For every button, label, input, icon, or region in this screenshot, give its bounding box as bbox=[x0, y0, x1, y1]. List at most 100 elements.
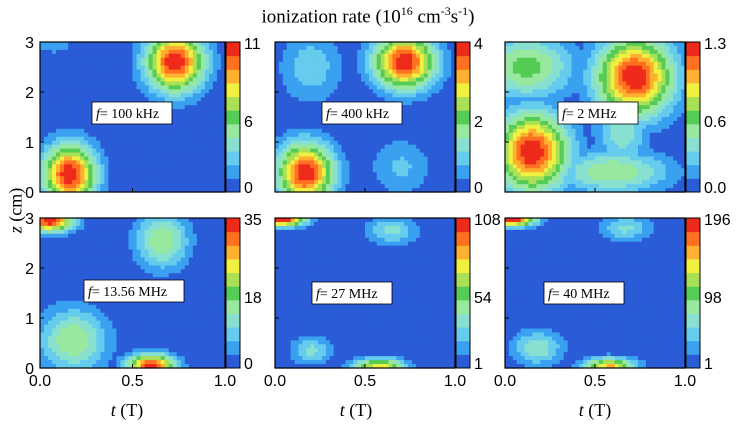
contour-cell bbox=[423, 152, 429, 158]
contour-cell bbox=[140, 53, 146, 59]
contour-cell bbox=[204, 81, 210, 87]
contour-cell bbox=[657, 89, 663, 94]
contour-cell bbox=[598, 156, 604, 162]
contour-cell bbox=[128, 89, 134, 94]
contour-cell bbox=[388, 85, 393, 90]
contour-cell bbox=[310, 93, 315, 98]
contour-cell bbox=[314, 160, 319, 165]
contour-cell bbox=[524, 101, 530, 106]
contour-cell bbox=[333, 45, 339, 51]
contour-cell bbox=[528, 69, 533, 75]
contour-cell bbox=[591, 73, 596, 79]
contour-cell bbox=[306, 77, 311, 83]
contour-cell bbox=[112, 156, 118, 162]
contour-cell bbox=[345, 61, 350, 67]
contour-cell bbox=[124, 148, 130, 154]
contour-cell bbox=[96, 77, 101, 83]
contour-cell bbox=[298, 160, 303, 165]
contour-cell bbox=[427, 89, 433, 94]
contour-cell bbox=[372, 128, 378, 134]
contour-cell bbox=[329, 69, 335, 75]
contour-cell bbox=[439, 117, 444, 122]
contour-cell bbox=[96, 45, 101, 51]
contour-cell bbox=[357, 172, 362, 177]
contour-cell bbox=[40, 124, 45, 130]
contour-cell bbox=[156, 164, 162, 169]
contour-cell bbox=[208, 117, 214, 122]
contour-cell bbox=[595, 124, 600, 130]
contour-cell bbox=[649, 105, 655, 110]
contour-cell bbox=[68, 172, 73, 177]
contour-cell bbox=[188, 65, 194, 71]
contour-cell bbox=[555, 128, 561, 134]
contour-cell bbox=[52, 101, 57, 106]
contour-cell bbox=[333, 81, 339, 87]
contour-cell bbox=[196, 85, 202, 90]
contour-cell bbox=[634, 128, 639, 134]
contour-cell bbox=[168, 49, 174, 55]
contour-cell bbox=[112, 132, 118, 138]
contour-cell bbox=[310, 45, 315, 51]
contour-cell bbox=[540, 57, 545, 63]
contour-cell bbox=[443, 128, 448, 134]
contour-cell bbox=[645, 156, 651, 162]
contour-cell bbox=[152, 53, 158, 59]
contour-cell bbox=[192, 57, 198, 63]
contour-cell bbox=[638, 61, 643, 67]
contour-cell bbox=[341, 85, 347, 90]
contour-cell bbox=[68, 152, 73, 158]
contour-cell bbox=[384, 42, 390, 47]
contour-cell bbox=[665, 97, 670, 102]
contour-cell bbox=[419, 184, 425, 189]
contour-cell bbox=[112, 49, 118, 55]
contour-cell bbox=[598, 140, 604, 146]
contour-cell bbox=[451, 124, 456, 130]
contour-cell bbox=[380, 61, 386, 67]
contour-cell bbox=[361, 61, 366, 67]
contour-cell bbox=[353, 77, 358, 83]
contour-cell bbox=[536, 140, 541, 146]
contour-cell bbox=[353, 81, 358, 87]
contour-cell bbox=[116, 45, 122, 51]
contour-cell bbox=[349, 136, 354, 142]
contour-cell bbox=[72, 77, 77, 83]
contour-cell bbox=[302, 124, 307, 130]
contour-cell bbox=[329, 188, 335, 193]
contour-cell bbox=[559, 85, 565, 90]
contour-cell bbox=[431, 152, 437, 158]
contour-cell bbox=[645, 136, 651, 142]
contour-cell bbox=[505, 113, 510, 118]
contour-cell bbox=[52, 105, 57, 110]
contour-cell bbox=[551, 73, 557, 79]
contour-cell bbox=[598, 85, 604, 90]
contour-cell bbox=[196, 97, 202, 102]
contour-cell bbox=[176, 89, 182, 94]
contour-cell bbox=[571, 164, 577, 169]
contour-cell bbox=[415, 188, 421, 193]
contour-cell bbox=[614, 128, 620, 134]
contour-cell bbox=[423, 180, 429, 185]
contour-cell bbox=[298, 77, 303, 83]
contour-cell bbox=[520, 101, 526, 106]
contour-cell bbox=[431, 132, 437, 138]
contour-cell bbox=[314, 132, 319, 138]
contour-cell bbox=[575, 140, 580, 146]
contour-cell bbox=[540, 101, 545, 106]
contour-cell bbox=[44, 93, 49, 98]
contour-cell bbox=[325, 128, 331, 134]
contour-cell bbox=[365, 57, 370, 63]
contour-cell bbox=[380, 132, 386, 138]
contour-cell bbox=[579, 132, 584, 138]
contour-cell bbox=[505, 152, 510, 158]
contour-cell bbox=[419, 132, 425, 138]
contour-cell bbox=[325, 144, 331, 150]
contour-cell bbox=[388, 156, 393, 162]
contour-cell bbox=[388, 89, 393, 94]
contour-cell bbox=[310, 113, 315, 118]
contour-cell bbox=[349, 97, 354, 102]
contour-cell bbox=[325, 49, 331, 55]
contour-cell bbox=[555, 81, 561, 87]
contour-cell bbox=[100, 156, 105, 162]
contour-cell bbox=[384, 81, 390, 87]
contour-cell bbox=[204, 184, 210, 189]
